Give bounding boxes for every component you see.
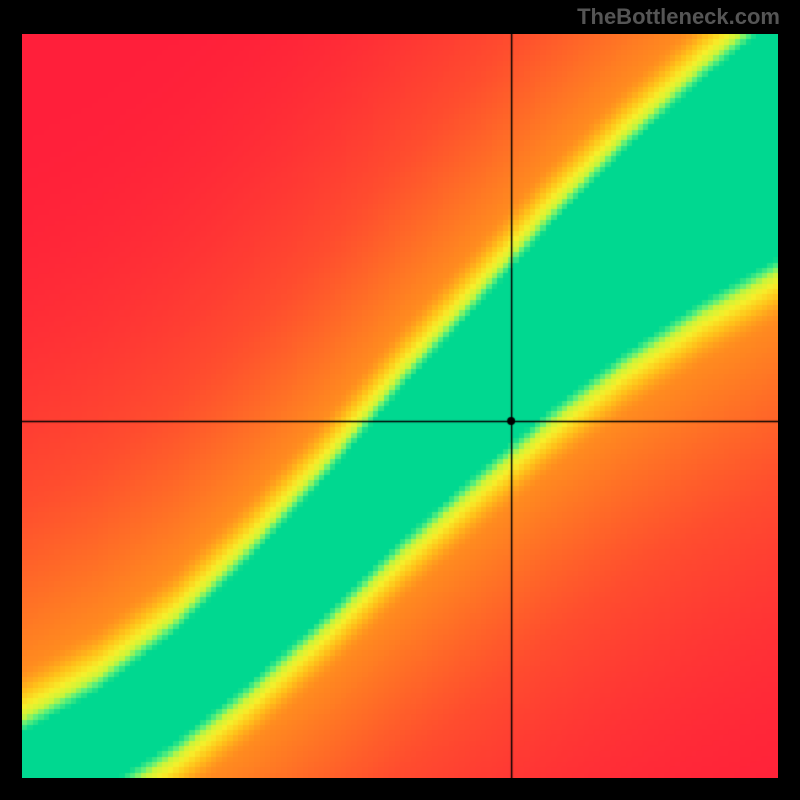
bottleneck-heatmap [22, 34, 778, 778]
watermark-text: TheBottleneck.com [577, 4, 780, 30]
